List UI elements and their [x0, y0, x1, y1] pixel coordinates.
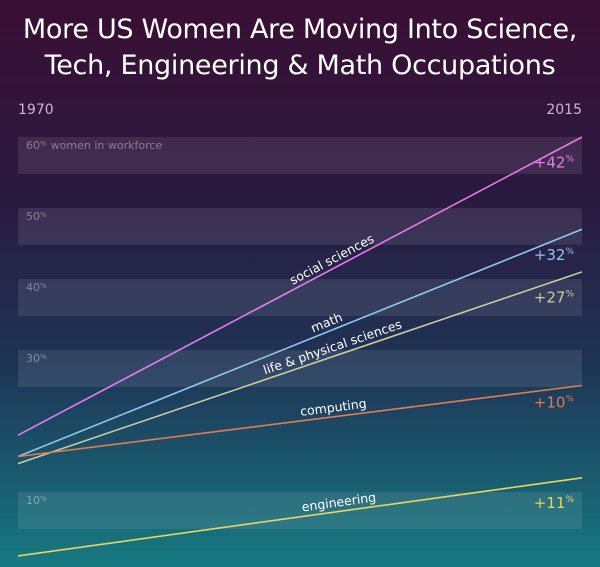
series-line — [17, 136, 583, 436]
series-change-label: +42% — [534, 154, 575, 172]
series-line — [17, 271, 583, 465]
chart-title-line-2: Tech, Engineering & Math Occupations — [44, 50, 556, 81]
series-line — [17, 228, 583, 458]
y-tick-label: 30% — [26, 352, 47, 365]
grid-band — [18, 137, 582, 174]
grid-band — [18, 208, 582, 245]
y-tick-label: 10% — [26, 494, 47, 507]
chart-title-line-1: More US Women Are Moving Into Science, — [22, 14, 578, 45]
series-line — [17, 477, 583, 557]
series-change-label: +27% — [534, 289, 575, 307]
x-axis-end-label: 2015 — [546, 102, 582, 118]
series-change-label: +11% — [534, 494, 575, 512]
series-label: computing — [299, 396, 367, 419]
y-tick-label: 40% — [26, 281, 47, 294]
y-tick-label: 50% — [26, 210, 47, 223]
series-change-label: +32% — [534, 246, 575, 264]
series-line — [17, 384, 583, 458]
grid-band — [18, 279, 582, 316]
grid-bands — [18, 137, 582, 529]
series-change-label: +10% — [534, 394, 575, 412]
x-axis-start-label: 1970 — [18, 102, 54, 118]
grid-band — [18, 492, 582, 529]
y-tick-label: 60% women in workforce — [26, 139, 162, 152]
